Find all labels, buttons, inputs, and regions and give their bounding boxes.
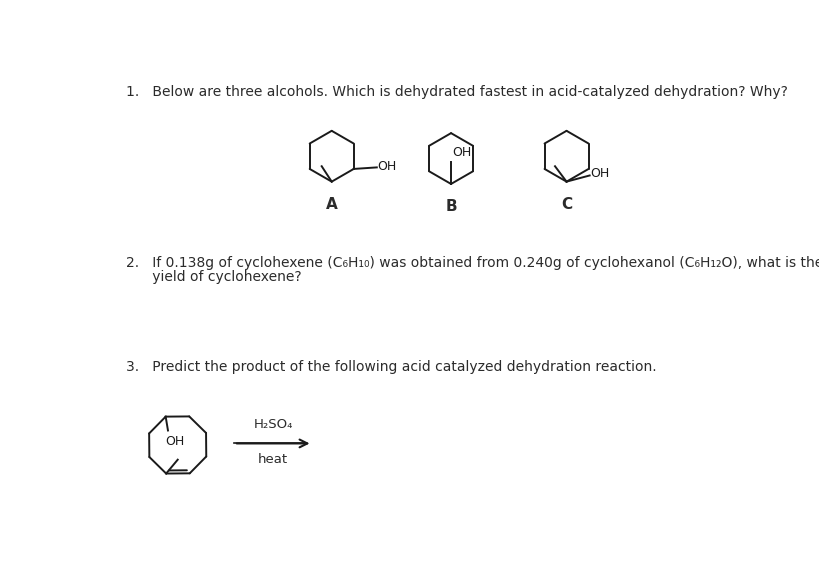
Text: OH: OH [590, 168, 609, 180]
Text: A: A [325, 197, 337, 212]
Text: C: C [560, 197, 572, 212]
Text: 2.   If 0.138g of cyclohexene (C₆H₁₀) was obtained from 0.240g of cyclohexanol (: 2. If 0.138g of cyclohexene (C₆H₁₀) was … [126, 256, 819, 270]
Text: H₂SO₄: H₂SO₄ [253, 418, 292, 431]
Text: 1.   Below are three alcohols. Which is dehydrated fastest in acid-catalyzed deh: 1. Below are three alcohols. Which is de… [126, 85, 787, 99]
Text: heat: heat [258, 453, 288, 466]
Text: OH: OH [377, 160, 396, 173]
Text: OH: OH [451, 146, 470, 158]
Text: yield of cyclohexene?: yield of cyclohexene? [126, 270, 301, 284]
Text: B: B [445, 199, 456, 214]
Text: OH: OH [165, 435, 184, 448]
Text: 3.   Predict the product of the following acid catalyzed dehydration reaction.: 3. Predict the product of the following … [126, 360, 656, 374]
